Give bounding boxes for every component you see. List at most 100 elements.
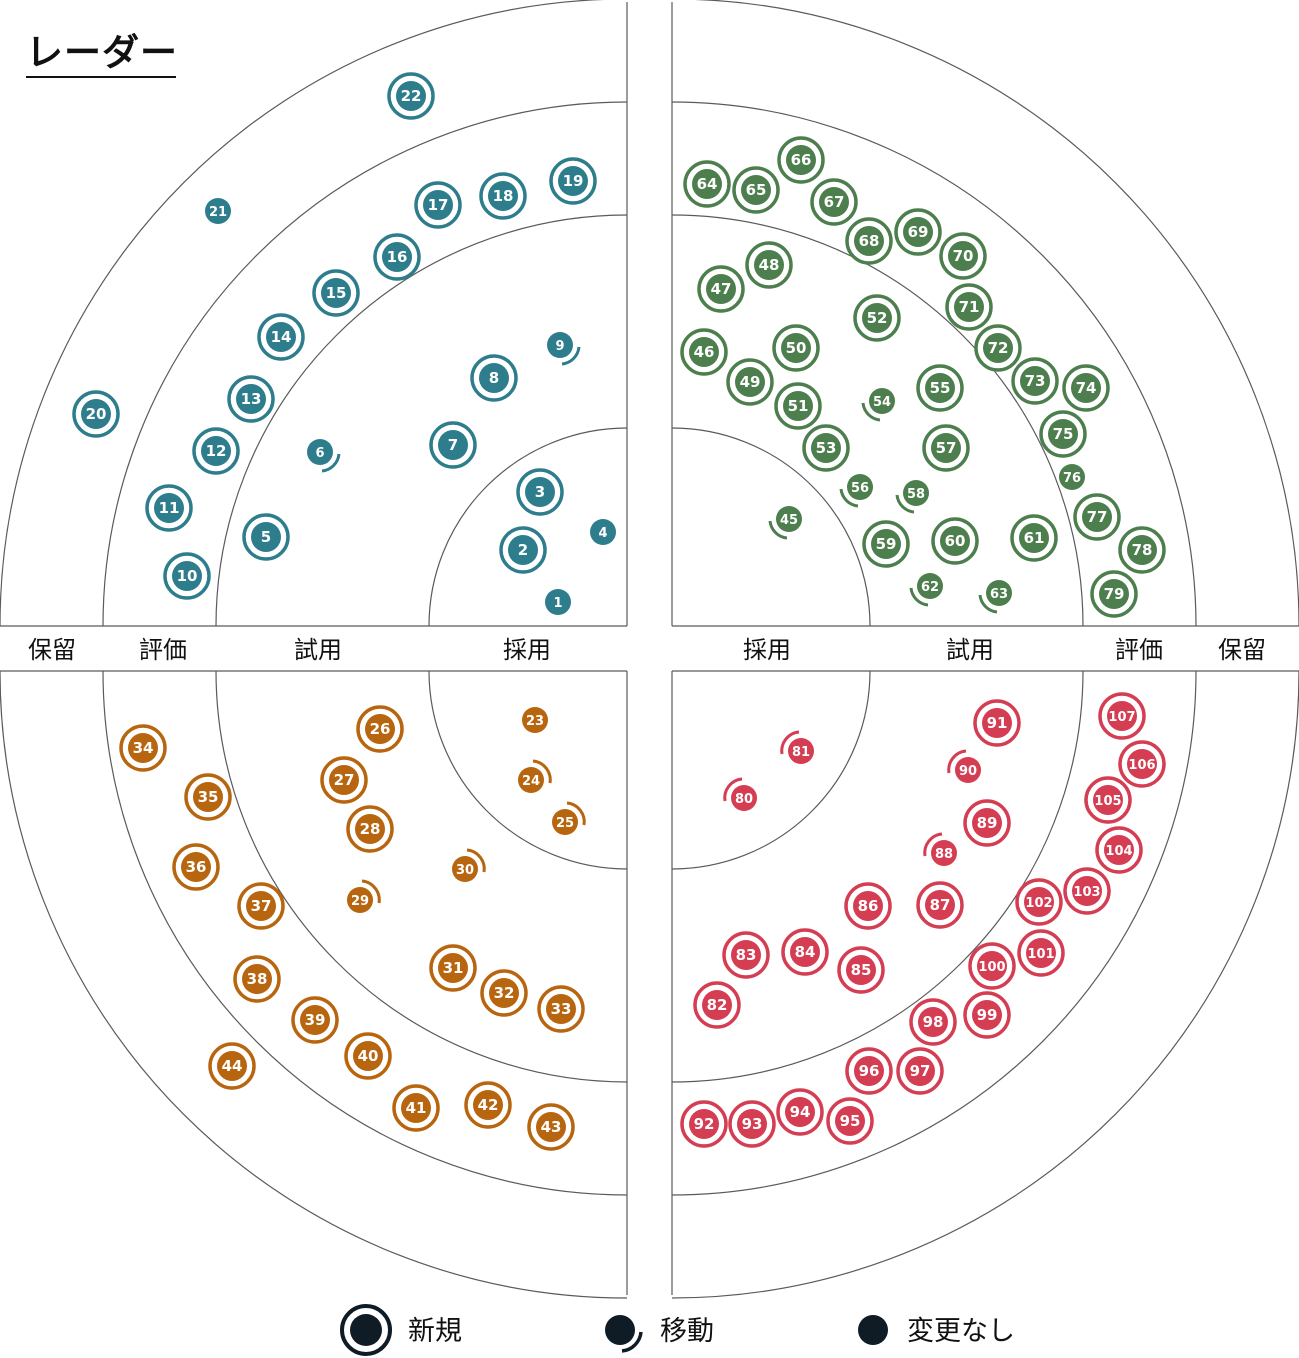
blip-12[interactable]: 12	[192, 427, 240, 475]
blip-91[interactable]: 91	[973, 699, 1021, 747]
blip-29[interactable]: 29	[347, 879, 381, 913]
blip-11[interactable]: 11	[145, 484, 193, 532]
blip-102[interactable]: 102	[1015, 878, 1063, 926]
blip-3[interactable]: 3	[516, 468, 564, 516]
blip-54[interactable]: 54	[861, 388, 895, 422]
blip-62[interactable]: 62	[909, 573, 943, 607]
blip-39[interactable]: 39	[291, 996, 339, 1044]
blip-65[interactable]: 65	[732, 166, 780, 214]
blip-77[interactable]: 77	[1073, 493, 1121, 541]
blip-106[interactable]: 106	[1118, 740, 1166, 788]
blip-24[interactable]: 24	[518, 759, 552, 793]
blip-34[interactable]: 34	[119, 724, 167, 772]
blip-16[interactable]: 16	[373, 233, 421, 281]
blip-103[interactable]: 103	[1063, 867, 1111, 915]
blip-68[interactable]: 68	[845, 217, 893, 265]
blip-5[interactable]: 5	[242, 513, 290, 561]
blip-57[interactable]: 57	[922, 424, 970, 472]
blip-75[interactable]: 75	[1039, 410, 1087, 458]
blip-44[interactable]: 44	[208, 1042, 256, 1090]
blip-48[interactable]: 48	[745, 241, 793, 289]
blip-52[interactable]: 52	[853, 294, 901, 342]
blip-66[interactable]: 66	[777, 136, 825, 184]
blip-6[interactable]: 6	[307, 439, 341, 473]
blip-30[interactable]: 30	[452, 848, 486, 882]
blip-23[interactable]: 23	[522, 707, 548, 733]
blip-56[interactable]: 56	[839, 474, 873, 508]
blip-84[interactable]: 84	[781, 928, 829, 976]
blip-69[interactable]: 69	[894, 208, 942, 256]
blip-47[interactable]: 47	[697, 265, 745, 313]
blip-45[interactable]: 45	[768, 506, 802, 540]
blip-71[interactable]: 71	[945, 283, 993, 331]
blip-22[interactable]: 22	[387, 72, 435, 120]
blip-94[interactable]: 94	[776, 1088, 824, 1136]
blip-53[interactable]: 53	[802, 424, 850, 472]
blip-10[interactable]: 10	[163, 552, 211, 600]
blip-83[interactable]: 83	[722, 931, 770, 979]
blip-9[interactable]: 9	[547, 332, 581, 366]
blip-42[interactable]: 42	[464, 1081, 512, 1129]
blip-21[interactable]: 21	[205, 198, 231, 224]
blip-88[interactable]: 88	[923, 832, 957, 866]
blip-35[interactable]: 35	[184, 773, 232, 821]
blip-46[interactable]: 46	[680, 328, 728, 376]
blip-17[interactable]: 17	[414, 181, 462, 229]
blip-72[interactable]: 72	[974, 324, 1022, 372]
blip-28[interactable]: 28	[346, 805, 394, 853]
blip-67[interactable]: 67	[810, 178, 858, 226]
blip-40[interactable]: 40	[344, 1032, 392, 1080]
blip-37[interactable]: 37	[237, 882, 285, 930]
blip-27[interactable]: 27	[320, 756, 368, 804]
blip-31[interactable]: 31	[429, 944, 477, 992]
blip-105[interactable]: 105	[1084, 776, 1132, 824]
blip-90[interactable]: 90	[947, 749, 981, 783]
blip-20[interactable]: 20	[72, 390, 120, 438]
blip-99[interactable]: 99	[963, 991, 1011, 1039]
blip-79[interactable]: 79	[1090, 570, 1138, 618]
blip-55[interactable]: 55	[916, 364, 964, 412]
blip-80[interactable]: 80	[723, 777, 757, 811]
blip-4[interactable]: 4	[590, 519, 616, 545]
blip-76[interactable]: 76	[1059, 464, 1085, 490]
blip-70[interactable]: 70	[939, 232, 987, 280]
blip-61[interactable]: 61	[1010, 514, 1058, 562]
blip-100[interactable]: 100	[968, 942, 1016, 990]
blip-49[interactable]: 49	[726, 358, 774, 406]
blip-13[interactable]: 13	[227, 375, 275, 423]
blip-14[interactable]: 14	[257, 313, 305, 361]
blip-81[interactable]: 81	[780, 730, 814, 764]
blip-96[interactable]: 96	[845, 1047, 893, 1095]
blip-95[interactable]: 95	[826, 1097, 874, 1145]
blip-25[interactable]: 25	[552, 801, 586, 835]
blip-85[interactable]: 85	[837, 946, 885, 994]
blip-101[interactable]: 101	[1017, 929, 1065, 977]
blip-82[interactable]: 82	[693, 981, 741, 1029]
blip-63[interactable]: 63	[978, 580, 1012, 614]
blip-78[interactable]: 78	[1118, 526, 1166, 574]
blip-51[interactable]: 51	[774, 382, 822, 430]
blip-89[interactable]: 89	[963, 799, 1011, 847]
blip-97[interactable]: 97	[896, 1047, 944, 1095]
blip-33[interactable]: 33	[537, 985, 585, 1033]
blip-7[interactable]: 7	[429, 421, 477, 469]
blip-60[interactable]: 60	[931, 517, 979, 565]
blip-18[interactable]: 18	[479, 172, 527, 220]
blip-2[interactable]: 2	[499, 526, 547, 574]
blip-43[interactable]: 43	[527, 1103, 575, 1151]
blip-74[interactable]: 74	[1062, 364, 1110, 412]
blip-26[interactable]: 26	[356, 705, 404, 753]
blip-8[interactable]: 8	[470, 354, 518, 402]
blip-59[interactable]: 59	[862, 520, 910, 568]
blip-104[interactable]: 104	[1095, 826, 1143, 874]
blip-1[interactable]: 1	[545, 589, 571, 615]
blip-41[interactable]: 41	[392, 1084, 440, 1132]
blip-19[interactable]: 19	[549, 157, 597, 205]
blip-73[interactable]: 73	[1011, 357, 1059, 405]
blip-50[interactable]: 50	[772, 324, 820, 372]
blip-98[interactable]: 98	[909, 998, 957, 1046]
blip-93[interactable]: 93	[728, 1100, 776, 1148]
blip-107[interactable]: 107	[1098, 692, 1146, 740]
blip-64[interactable]: 64	[683, 160, 731, 208]
blip-87[interactable]: 87	[916, 881, 964, 929]
